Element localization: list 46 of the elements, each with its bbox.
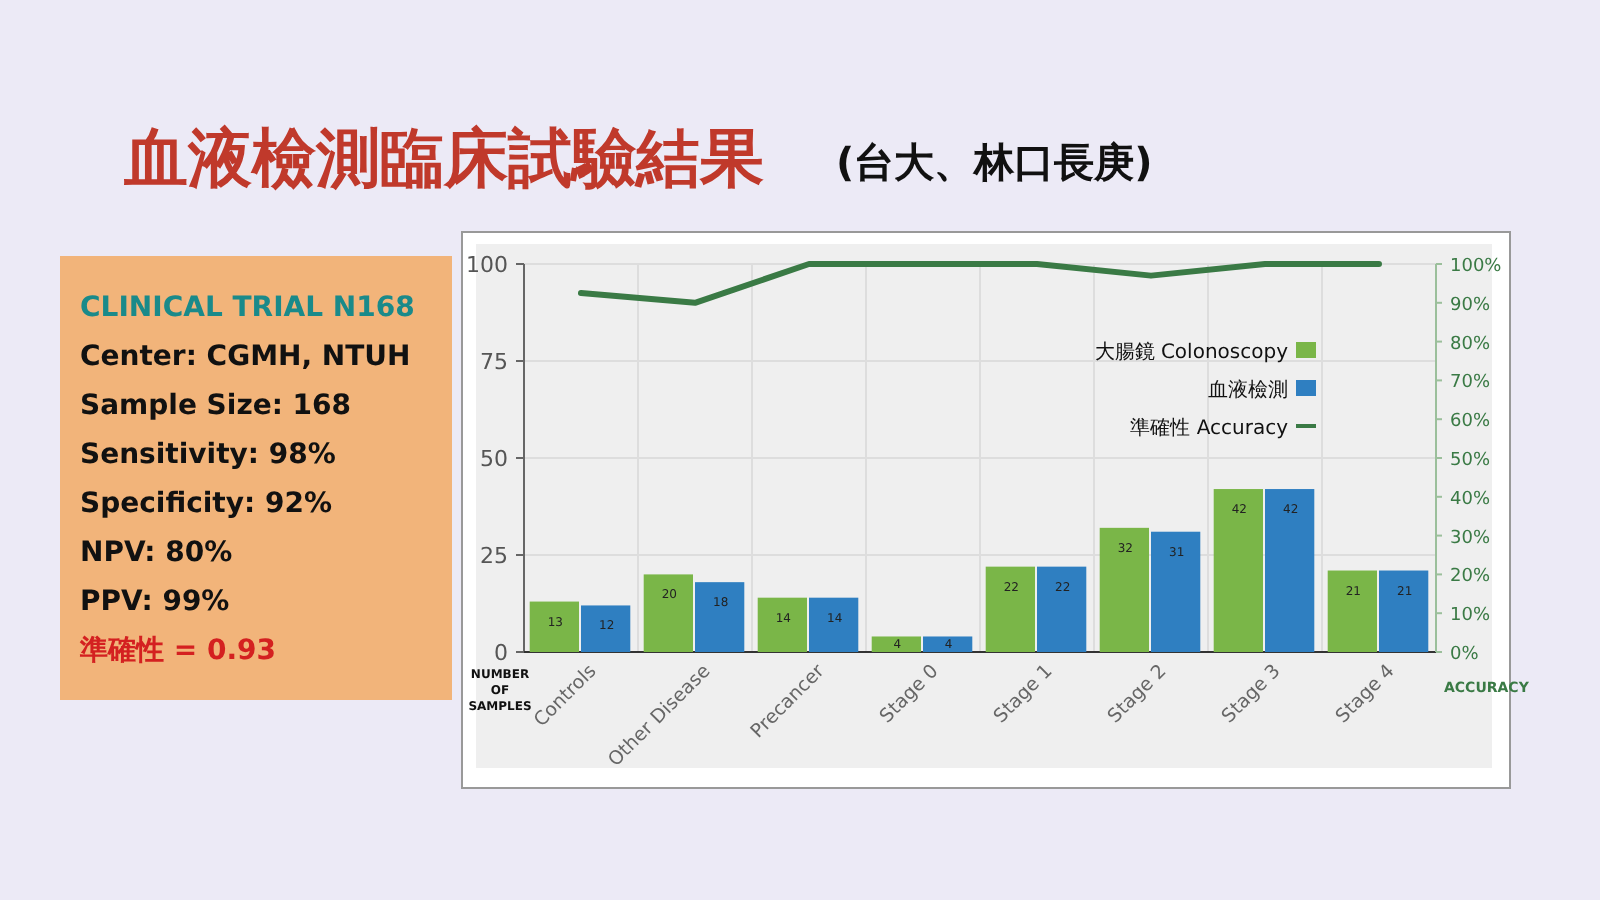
text: 準確性 = 0.93 bbox=[78, 635, 277, 667]
legend-label: 大腸鏡 Colonoscopy bbox=[1094, 340, 1289, 364]
y2-tick-label: 20% bbox=[1450, 567, 1491, 588]
text: Sensitivity: 98% bbox=[80, 439, 336, 471]
text: CLINICAL TRIAL N168 bbox=[80, 292, 415, 324]
bar bbox=[529, 601, 579, 652]
y-tick-label: 75 bbox=[480, 349, 508, 375]
y-tick-label: 50 bbox=[480, 446, 508, 472]
y2-tick-label: 0% bbox=[1450, 645, 1480, 665]
y2-tick-label: 10% bbox=[1450, 606, 1491, 627]
chart-subtitle: (台大、林口長庚) bbox=[836, 138, 1153, 186]
line-series bbox=[578, 261, 1382, 306]
y-tick-label: 25 bbox=[480, 543, 508, 569]
y2-tick-label: 50% bbox=[1450, 451, 1491, 471]
legend-label: 準確性 Accuracy bbox=[1130, 416, 1289, 440]
bar bbox=[643, 574, 693, 652]
legend-label: 血液檢測 bbox=[1208, 378, 1288, 402]
bar bbox=[1099, 527, 1149, 652]
y2-tick-label: 100% bbox=[1450, 257, 1503, 277]
y-tick-label: 100 bbox=[466, 252, 508, 278]
bar bbox=[1379, 570, 1429, 652]
bar bbox=[985, 566, 1035, 652]
y-tick-label: 0 bbox=[494, 640, 508, 666]
text: NPV: 80% bbox=[80, 537, 233, 569]
y2-tick-label: 60% bbox=[1450, 412, 1491, 433]
bar bbox=[1213, 489, 1263, 652]
y2-tick-label: 30% bbox=[1450, 528, 1491, 549]
bar bbox=[809, 597, 859, 652]
bar bbox=[757, 597, 807, 652]
bar bbox=[871, 636, 921, 652]
bar bbox=[1265, 489, 1315, 652]
bar bbox=[581, 605, 631, 652]
y2-tick-label: 80% bbox=[1450, 334, 1491, 355]
bar bbox=[923, 636, 973, 652]
text: Center: CGMH, NTUH bbox=[80, 341, 411, 373]
y2-tick-label: 70% bbox=[1450, 373, 1491, 394]
bar bbox=[695, 582, 745, 652]
text: Specificity: 92% bbox=[80, 488, 332, 520]
y2-tick-label: 40% bbox=[1450, 489, 1491, 510]
chart-title: 血液檢測臨床試驗結果 bbox=[122, 120, 764, 196]
bar bbox=[1037, 566, 1087, 652]
text: Sample Size: 168 bbox=[80, 390, 352, 422]
y2-tick-label: 90% bbox=[1450, 295, 1491, 316]
bar bbox=[1327, 570, 1377, 652]
bar bbox=[1151, 531, 1201, 652]
text: PPV: 99% bbox=[80, 586, 230, 618]
